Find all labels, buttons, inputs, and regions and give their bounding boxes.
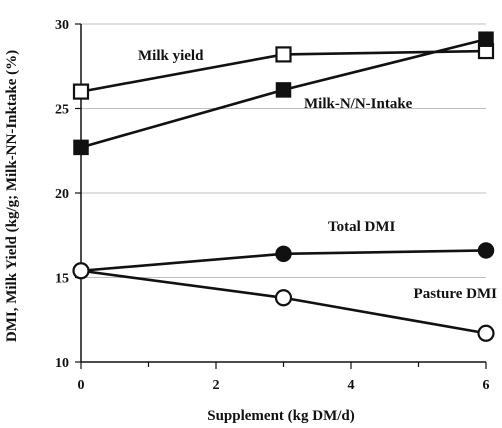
milk-n-n-intake-point <box>73 139 89 156</box>
x-tick-label: 2 <box>213 378 220 393</box>
milk-n-n-intake-label: Milk-N/N-Intake <box>304 96 413 112</box>
series-label-layer: Milk yield Milk-N/N-Intake Total DMI Pastur… <box>138 48 497 302</box>
y-axis-label: DMI, Milk Yield (kg/g; Milk-NN-Inktake (… <box>4 50 20 342</box>
y-tick-label: 20 <box>55 187 69 202</box>
series-layer <box>72 31 495 342</box>
milk-n-n-intake-point <box>275 82 292 98</box>
y-tick-label: 15 <box>55 272 69 287</box>
pasture-dmi-point <box>477 324 495 342</box>
x-tick-label: 6 <box>483 378 490 393</box>
pasture-dmi-point <box>274 289 293 307</box>
total-dmi-point <box>275 245 292 263</box>
pasture-dmi-point <box>72 262 90 280</box>
y-tick-label: 25 <box>55 103 69 118</box>
pasture-dmi-label: Pasture DMI <box>414 286 498 302</box>
grid-layer <box>81 23 486 278</box>
milk-yield-point <box>275 46 292 63</box>
total-dmi-label: Total DMI <box>328 219 396 235</box>
x-tick-label: 0 <box>78 378 85 393</box>
x-tick-label: 4 <box>348 378 355 393</box>
milk-yield-label: Milk yield <box>138 48 204 64</box>
axes-layer: 10 15 20 25 30 0 2 4 6 <box>55 18 490 393</box>
y-tick-label: 30 <box>55 18 69 33</box>
x-axis-label: Supplement (kg DM/d) <box>207 408 355 424</box>
total-dmi-point <box>477 242 495 259</box>
milk-n-n-intake-point <box>478 31 494 47</box>
y-tick-label: 10 <box>55 356 69 371</box>
milk-yield-point <box>72 83 90 100</box>
